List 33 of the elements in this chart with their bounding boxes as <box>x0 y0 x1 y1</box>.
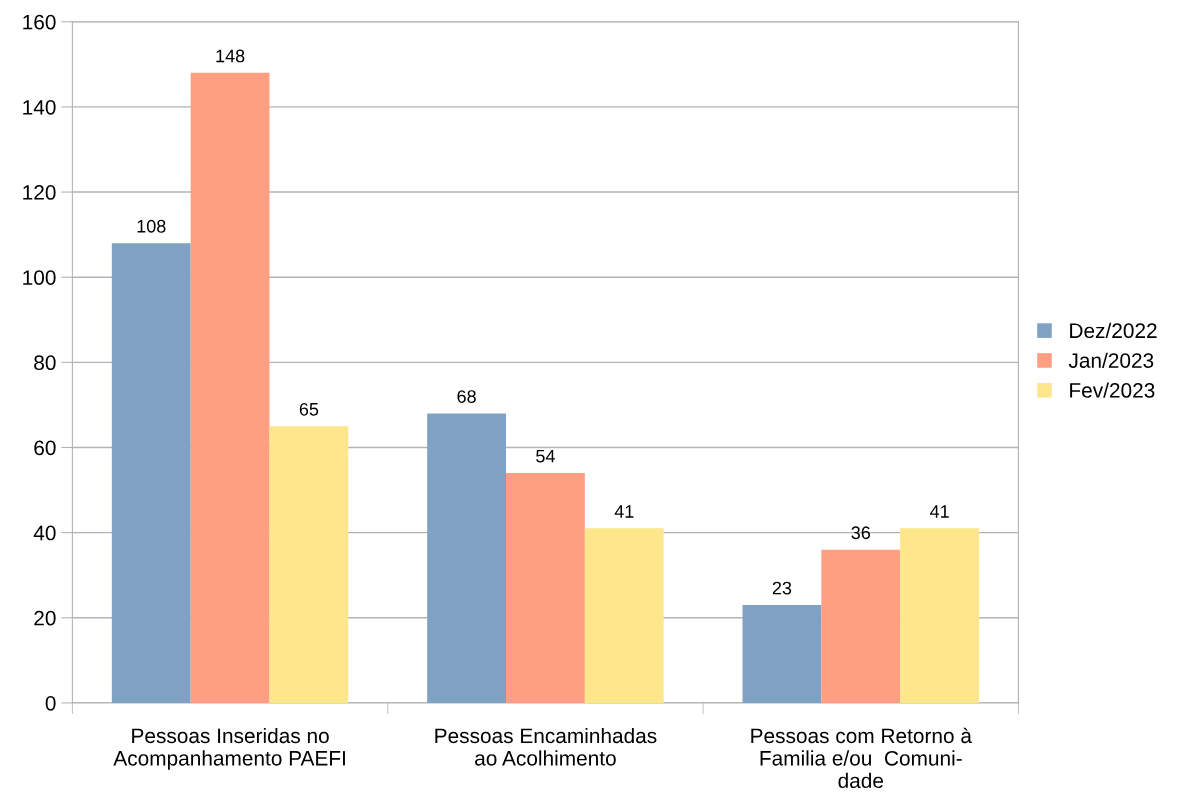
y-tick-label: 120 <box>23 185 56 200</box>
data-label: 148 <box>216 49 245 63</box>
data-label: 65 <box>299 402 319 416</box>
bar <box>269 426 349 703</box>
y-tick-label: 20 <box>34 610 56 626</box>
bar <box>742 604 822 703</box>
bar <box>821 549 901 703</box>
bar <box>506 473 585 703</box>
bar <box>900 528 980 703</box>
legend-label: Fev/2023 <box>1070 382 1155 398</box>
bar <box>190 72 270 703</box>
y-tick-label: 60 <box>34 440 56 456</box>
data-label: 41 <box>929 505 949 518</box>
legend-label: Dez/2022 <box>1070 322 1157 339</box>
data-label: 23 <box>772 581 792 595</box>
data-label: 68 <box>457 390 476 403</box>
y-tick-label: 160 <box>23 14 56 30</box>
y-tick-label: 80 <box>34 355 56 371</box>
bar <box>584 528 664 703</box>
y-tick-label: 40 <box>33 525 56 541</box>
x-tick-label: Pessoas Encaminhadas ao Acolhimento <box>435 727 657 766</box>
data-label: 41 <box>614 505 634 518</box>
y-tick-label: 140 <box>23 99 56 115</box>
data-label: 108 <box>137 219 166 233</box>
y-tick-label: 0 <box>45 695 56 711</box>
data-label: 54 <box>536 449 555 463</box>
legend-label: Jan/2023 <box>1068 352 1154 368</box>
x-tick-label: Pessoas Inseridas no Acompanhamento PAEFI <box>113 727 345 770</box>
y-tick-label: 100 <box>23 270 56 285</box>
bar <box>427 413 507 703</box>
data-label: 36 <box>851 526 871 540</box>
x-tick-label: Pessoas com Retorno à Familia e/ou Comuni- dade <box>751 727 972 789</box>
bar <box>111 243 191 703</box>
